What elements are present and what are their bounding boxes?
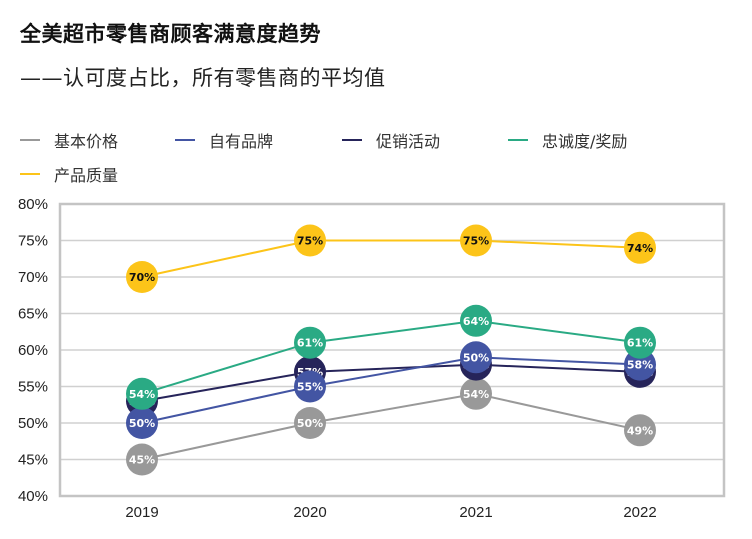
legend-item-basic-price: 基本价格 — [20, 128, 118, 152]
y-tick-label: 55% — [18, 379, 48, 396]
data-label: 54% — [129, 388, 155, 401]
plot-border — [58, 202, 726, 498]
y-axis: 40% 45% 50% 55% 60% 65% 70% 75% 80% — [18, 196, 48, 505]
y-tick-label: 50% — [18, 415, 48, 432]
data-point — [460, 304, 492, 337]
legend-label: 忠诚度/奖励 — [542, 132, 628, 151]
y-tick-label: 70% — [18, 269, 48, 286]
y-tick-label: 45% — [18, 452, 48, 469]
data-label: 61% — [297, 337, 323, 350]
chart-subtitle: ——认可度占比，所有零售商的平均值 — [20, 66, 386, 90]
chart-title: 全美超市零售商顾客满意度趋势 — [20, 22, 321, 46]
x-axis: 2019 2020 2021 2022 — [125, 504, 656, 521]
data-label: 54% — [463, 388, 489, 401]
x-tick-label: 2021 — [459, 504, 492, 521]
data-point — [126, 443, 158, 476]
legend-swatch — [20, 173, 40, 175]
series-marker-group: 54% 61% 64% 61% — [126, 304, 656, 410]
y-tick-label: 65% — [18, 306, 48, 323]
legend-label: 自有品牌 — [209, 132, 274, 151]
x-tick-label: 2020 — [293, 504, 326, 521]
series-line — [141, 363, 641, 403]
data-label: 49% — [627, 424, 653, 437]
legend-swatch — [342, 139, 362, 141]
data-point — [294, 407, 326, 439]
legend-swatch — [508, 139, 528, 141]
series-line — [141, 356, 641, 424]
x-tick-label: 2022 — [623, 504, 656, 521]
data-point — [624, 326, 656, 359]
legend-item-loyalty: 忠诚度/奖励 — [508, 128, 627, 152]
legend-swatch — [20, 139, 40, 141]
data-label: 70% — [129, 271, 155, 284]
data-label: 74% — [627, 242, 653, 255]
legend-label: 基本价格 — [54, 132, 119, 151]
data-point — [126, 407, 158, 439]
x-tick-label: 2019 — [125, 504, 158, 521]
data-label: 64% — [463, 315, 489, 328]
legend-item-private-label: 自有品牌 — [175, 128, 273, 152]
data-point — [126, 377, 158, 410]
series-line — [141, 319, 641, 395]
legend-label: 促销活动 — [376, 132, 441, 151]
data-label: 50% — [129, 417, 155, 430]
data-label: 50% — [297, 417, 323, 430]
data-point — [624, 231, 656, 264]
data-point — [624, 414, 656, 447]
series-marker-group: 53%57%58%57% — [126, 348, 656, 418]
y-tick-label: 75% — [18, 233, 48, 250]
series-line — [141, 392, 641, 461]
data-point — [294, 326, 326, 359]
data-point — [294, 370, 326, 403]
y-tick-label: 40% — [18, 488, 48, 505]
data-label: 55% — [297, 381, 323, 394]
data-point — [294, 224, 326, 257]
legend-swatch — [175, 139, 195, 141]
y-tick-label: 80% — [18, 196, 48, 213]
data-point — [624, 348, 656, 381]
data-point — [460, 224, 492, 257]
data-label: 61% — [627, 337, 653, 350]
legend-item-product-quality: 产品质量 — [20, 162, 118, 186]
series-lines — [141, 239, 641, 461]
gridlines — [58, 202, 726, 498]
data-label: 50% — [463, 351, 489, 364]
series-marker-group: 70% 75% 75% 74% — [126, 224, 656, 293]
data-point — [460, 341, 492, 374]
legend-label: 产品质量 — [54, 166, 119, 185]
series-marker-group: 45% 50% 54% 49% — [126, 377, 656, 476]
data-label: 75% — [297, 235, 323, 248]
data-point — [126, 261, 158, 293]
legend-item-promotions: 促销活动 — [342, 128, 440, 152]
y-tick-label: 60% — [18, 342, 48, 359]
data-label: 58% — [627, 359, 653, 372]
data-label: 45% — [129, 454, 155, 467]
series-line — [141, 239, 641, 278]
series-marker-group: 50% 55% 50% 58% — [126, 341, 656, 439]
series-markers: 45% 50% 54% 49% 53%57%58%57%50% 55% 50% 58% 54% 6… — [126, 224, 656, 476]
data-label: 75% — [463, 235, 489, 248]
data-point — [460, 377, 492, 410]
